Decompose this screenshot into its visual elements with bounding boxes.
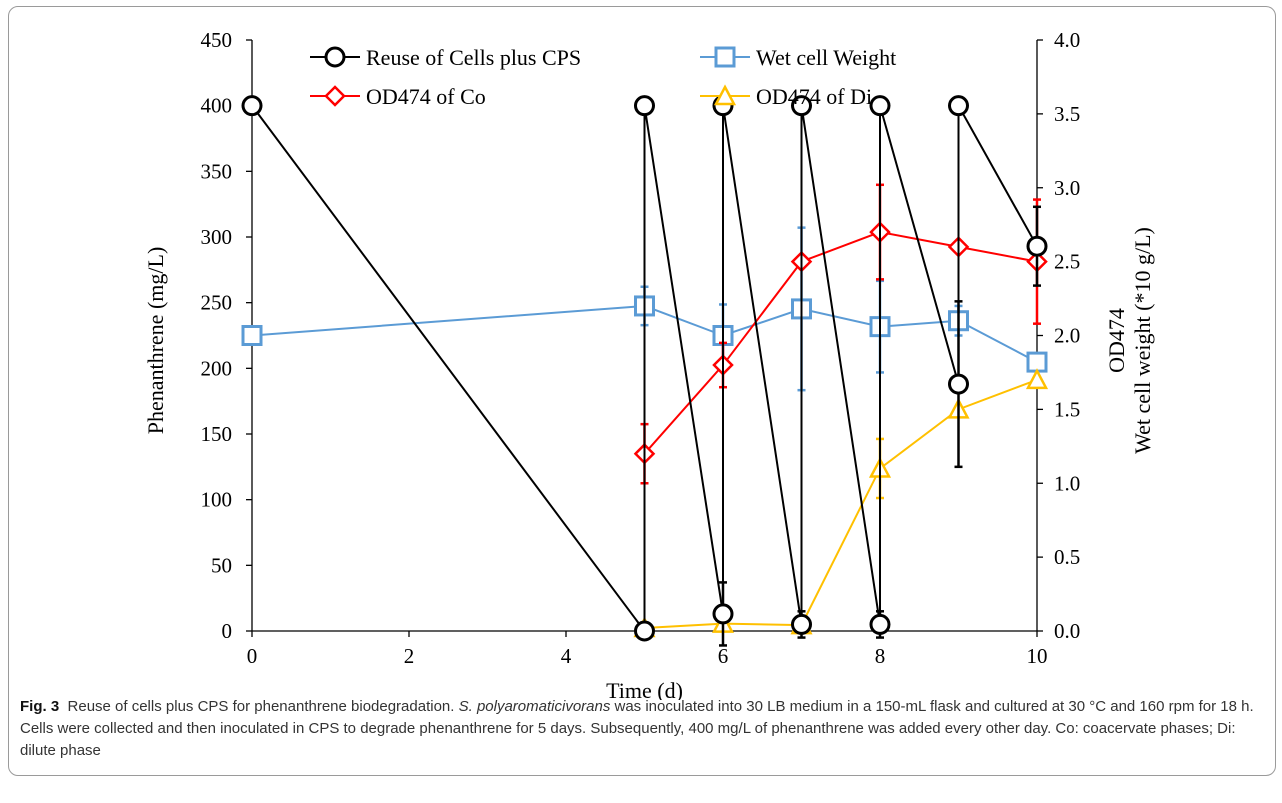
data-point — [791, 613, 812, 635]
legend-item: OD474 of Di — [700, 84, 872, 109]
series-od474-of-di — [633, 368, 1049, 638]
series-line — [643, 231, 1038, 455]
series-line — [644, 378, 1038, 630]
chart: 0501001502002503003504004500.00.51.01.52… — [143, 28, 1155, 700]
y-tick-label: 200 — [201, 356, 233, 380]
x-tick-label: 2 — [404, 644, 415, 668]
caption-species: S. polyaromaticivorans — [458, 698, 611, 715]
data-point — [948, 373, 969, 395]
y-tick-label: 350 — [201, 159, 233, 183]
data-point — [948, 95, 969, 117]
x-tick-label: 10 — [1027, 644, 1048, 668]
legend: Reuse of Cells plus CPS Wet cell Weight OD… — [310, 45, 896, 109]
y-tick-label: 50 — [211, 553, 232, 577]
data-point — [634, 620, 655, 642]
figure-caption: Fig. 3 Reuse of cells plus CPS for phena… — [20, 696, 1260, 762]
x-tick-label: 0 — [247, 644, 258, 668]
x-tick-label: 6 — [718, 644, 729, 668]
legend-marker — [713, 84, 737, 106]
data-point — [869, 95, 891, 117]
caption-text-rest: was inoculated into 30 LB medium in a 15… — [20, 698, 1254, 759]
x-tick-label: 4 — [561, 644, 572, 668]
legend-label: Wet cell Weight — [756, 45, 896, 70]
x-tick-label: 8 — [875, 644, 886, 668]
y-tick-label: 450 — [201, 28, 233, 52]
data-point — [1026, 235, 1048, 257]
y2-axis-title-od474: OD474 — [1104, 308, 1129, 373]
legend-marker — [324, 85, 346, 107]
legend-label: OD474 of Di — [756, 84, 872, 109]
y-tick-label: 100 — [201, 488, 233, 512]
data-point — [1025, 368, 1049, 390]
y2-tick-label: 3.5 — [1054, 102, 1080, 126]
x-axis-title: Time (d) — [606, 678, 683, 700]
data-point — [241, 95, 263, 117]
legend-marker — [324, 46, 346, 68]
series-reuse-of-cells-plus-cps — [241, 95, 1048, 647]
y2-tick-label: 2.5 — [1054, 250, 1080, 274]
caption-text: Reuse of cells plus CPS for phenanthrene… — [67, 698, 459, 715]
y2-tick-label: 4.0 — [1054, 28, 1080, 52]
data-point — [634, 95, 655, 117]
caption-label: Fig. 3 — [20, 698, 60, 715]
y2-tick-label: 3.0 — [1054, 176, 1080, 200]
legend-label: Reuse of Cells plus CPS — [366, 45, 581, 70]
data-point — [241, 325, 263, 346]
data-point — [869, 613, 891, 635]
y2-tick-label: 1.0 — [1054, 471, 1080, 495]
y-tick-label: 250 — [201, 291, 233, 315]
legend-marker — [714, 46, 736, 68]
y2-tick-label: 0.5 — [1054, 545, 1080, 569]
data-point — [712, 603, 734, 625]
data-point — [791, 95, 812, 117]
y-tick-label: 300 — [201, 225, 233, 249]
y-tick-label: 400 — [201, 94, 233, 118]
y2-tick-label: 2.0 — [1054, 324, 1080, 348]
legend-item: OD474 of Co — [310, 84, 486, 109]
axes: 0501001502002503003504004500.00.51.01.52… — [201, 28, 1081, 668]
y-tick-label: 150 — [201, 422, 233, 446]
y2-axis-title-wet-cell-weight: Wet cell weight (*10 g/L) — [1130, 227, 1155, 454]
series-line — [251, 101, 1038, 635]
series-layer — [241, 95, 1049, 647]
y2-tick-label: 0.0 — [1054, 619, 1080, 643]
y2-tick-label: 1.5 — [1054, 397, 1080, 421]
y-tick-label: 0 — [222, 619, 233, 643]
y-axis-title: Phenanthrene (mg/L) — [143, 247, 168, 435]
legend-label: OD474 of Co — [366, 84, 486, 109]
legend-item: Reuse of Cells plus CPS — [310, 45, 581, 70]
figure-frame — [8, 6, 1276, 776]
legend-item: Wet cell Weight — [700, 45, 896, 70]
